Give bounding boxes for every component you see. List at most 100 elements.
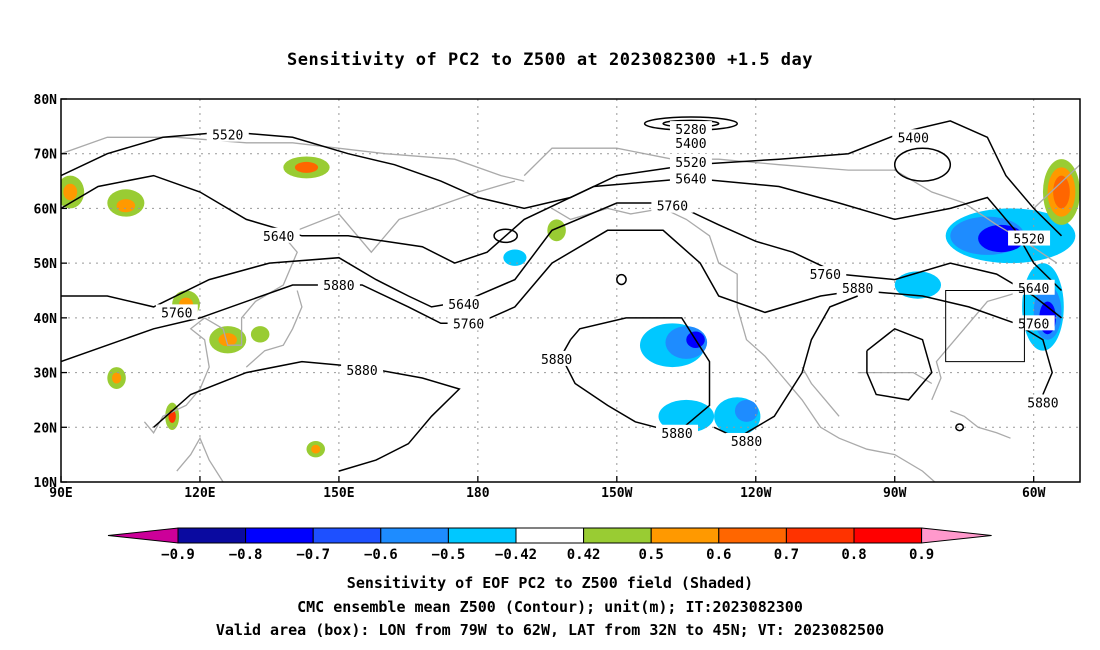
colorbar-swatch <box>650 527 720 544</box>
contour-labels: 5520 528054005520564054005640576055205880… <box>155 121 1064 450</box>
colorbar-swatch <box>447 527 517 544</box>
colorbar-swatch <box>785 527 855 544</box>
z500-contour-line <box>61 229 1053 395</box>
coastline <box>204 180 516 346</box>
coastline <box>1033 164 1080 209</box>
colorbar-label: −0.8 <box>229 547 263 563</box>
colorbar-label: 0.5 <box>639 547 664 563</box>
z500-contour-line <box>61 202 1062 319</box>
contour-label: 5760 <box>453 317 484 332</box>
coastline <box>857 371 933 385</box>
lat-tick-label: 10N <box>34 476 58 491</box>
contour-label-bg <box>669 121 712 137</box>
contour-label-bg <box>1021 394 1064 410</box>
contour-label-bg <box>669 153 712 169</box>
shading-blob <box>250 326 270 343</box>
z500-contours <box>61 116 1063 472</box>
shading-blob <box>734 399 759 422</box>
colorbar-label: 0.7 <box>774 547 799 563</box>
lat-tick-label: 80N <box>34 93 58 108</box>
colorbar-swatch <box>312 527 382 544</box>
caption-shading: Sensitivity of EOF PC2 to Z500 field (Sh… <box>346 574 754 592</box>
lat-tick-label: 40N <box>34 312 58 327</box>
shading-blob <box>894 271 942 299</box>
contour-label: 5880 <box>541 353 572 368</box>
lon-tick-label: 150W <box>601 486 632 501</box>
z500-closed-contour <box>893 147 952 182</box>
coastline <box>61 136 525 182</box>
colorbar-label: −0.9 <box>161 547 195 563</box>
map-frame <box>60 98 1081 483</box>
colorbar-swatch <box>853 527 923 544</box>
contour-label-bg <box>442 296 485 312</box>
z500-contour-line <box>61 174 1063 292</box>
colorbar-label: −0.7 <box>296 547 330 563</box>
chart-title: Sensitivity of PC2 to Z500 at 2023082300… <box>286 50 813 70</box>
contour-label-bg <box>155 304 198 320</box>
contour-label: 5640 <box>448 298 479 313</box>
contour-label: 5880 <box>346 364 377 379</box>
contour-label-bg <box>804 266 847 282</box>
contour-label: 5760 <box>1018 317 1049 332</box>
contour-label-bg <box>836 279 879 295</box>
coastline <box>143 317 210 434</box>
z500-closed-contour <box>616 273 627 286</box>
colorbar-low-triangle <box>107 527 179 544</box>
shading-blob <box>116 199 136 213</box>
shading-blob <box>218 333 238 347</box>
caption-valid-area: Valid area (box): LON from 79W to 62W, L… <box>215 621 885 639</box>
colorbar-swatch <box>515 527 585 544</box>
contour-label: 5640 <box>675 172 706 187</box>
valid-area-box <box>945 290 1025 363</box>
lon-tick-label: 180 <box>466 486 490 501</box>
contour-label-bg <box>669 134 712 150</box>
contour-label-bg <box>669 170 712 186</box>
contour-label: 5880 <box>661 427 692 442</box>
colorbar-label: 0.6 <box>706 547 731 563</box>
coastline <box>931 289 1025 401</box>
lat-tick-label: 70N <box>34 148 58 163</box>
contour-label-bg <box>1012 279 1055 295</box>
colorbar-swatch <box>583 527 652 544</box>
z500-contour-line <box>560 317 711 434</box>
lat-tick-label: 60N <box>34 202 58 217</box>
lon-tick-label: 60W <box>1022 486 1046 501</box>
shading-blob <box>503 249 527 266</box>
shading-blob <box>658 399 715 433</box>
colorbar-label: −0.5 <box>432 547 466 563</box>
lat-tick-label: 20N <box>34 421 58 436</box>
lon-tick-label: 120E <box>184 486 215 501</box>
caption-contour: CMC ensemble mean Z500 (Contour); unit(m… <box>297 598 803 616</box>
contour-label-bg <box>725 432 768 448</box>
coastline <box>245 290 303 368</box>
contour-label-bg <box>651 197 694 213</box>
colorbar-label: 0.8 <box>841 547 866 563</box>
contour-label-bg <box>257 227 300 243</box>
colorbar-label: 0.42 <box>567 547 601 563</box>
z500-closed-contour <box>955 423 965 432</box>
contour-label: 5880 <box>323 279 354 294</box>
contour-label: 5760 <box>657 200 688 215</box>
shading-blob <box>294 161 319 173</box>
contour-label: 5880 <box>731 435 762 450</box>
contour-label: 5280 <box>675 123 706 138</box>
shading-blob <box>547 219 566 242</box>
colorbar-label: −0.6 <box>364 547 398 563</box>
contour-label-bg <box>447 315 490 331</box>
lat-tick-label: 30N <box>34 367 58 382</box>
contour-label: 5640 <box>263 230 294 245</box>
contour-label-bg <box>317 277 360 293</box>
lon-tick-label: 150E <box>323 486 354 501</box>
contour-label: 5520 <box>212 129 243 144</box>
contour-label: 5400 <box>675 137 706 152</box>
contour-label: 5760 <box>161 306 192 321</box>
colorbar-label: −0.42 <box>495 547 537 563</box>
coastline <box>176 436 224 482</box>
contour-label-bg <box>535 350 578 366</box>
lon-tick-label: 90E <box>49 486 72 501</box>
colorbar-label: 0.9 <box>909 547 934 563</box>
colorbar-swatch <box>380 527 449 544</box>
lat-lon-grid <box>61 99 1080 482</box>
contour-label: 5520 <box>1013 233 1044 248</box>
